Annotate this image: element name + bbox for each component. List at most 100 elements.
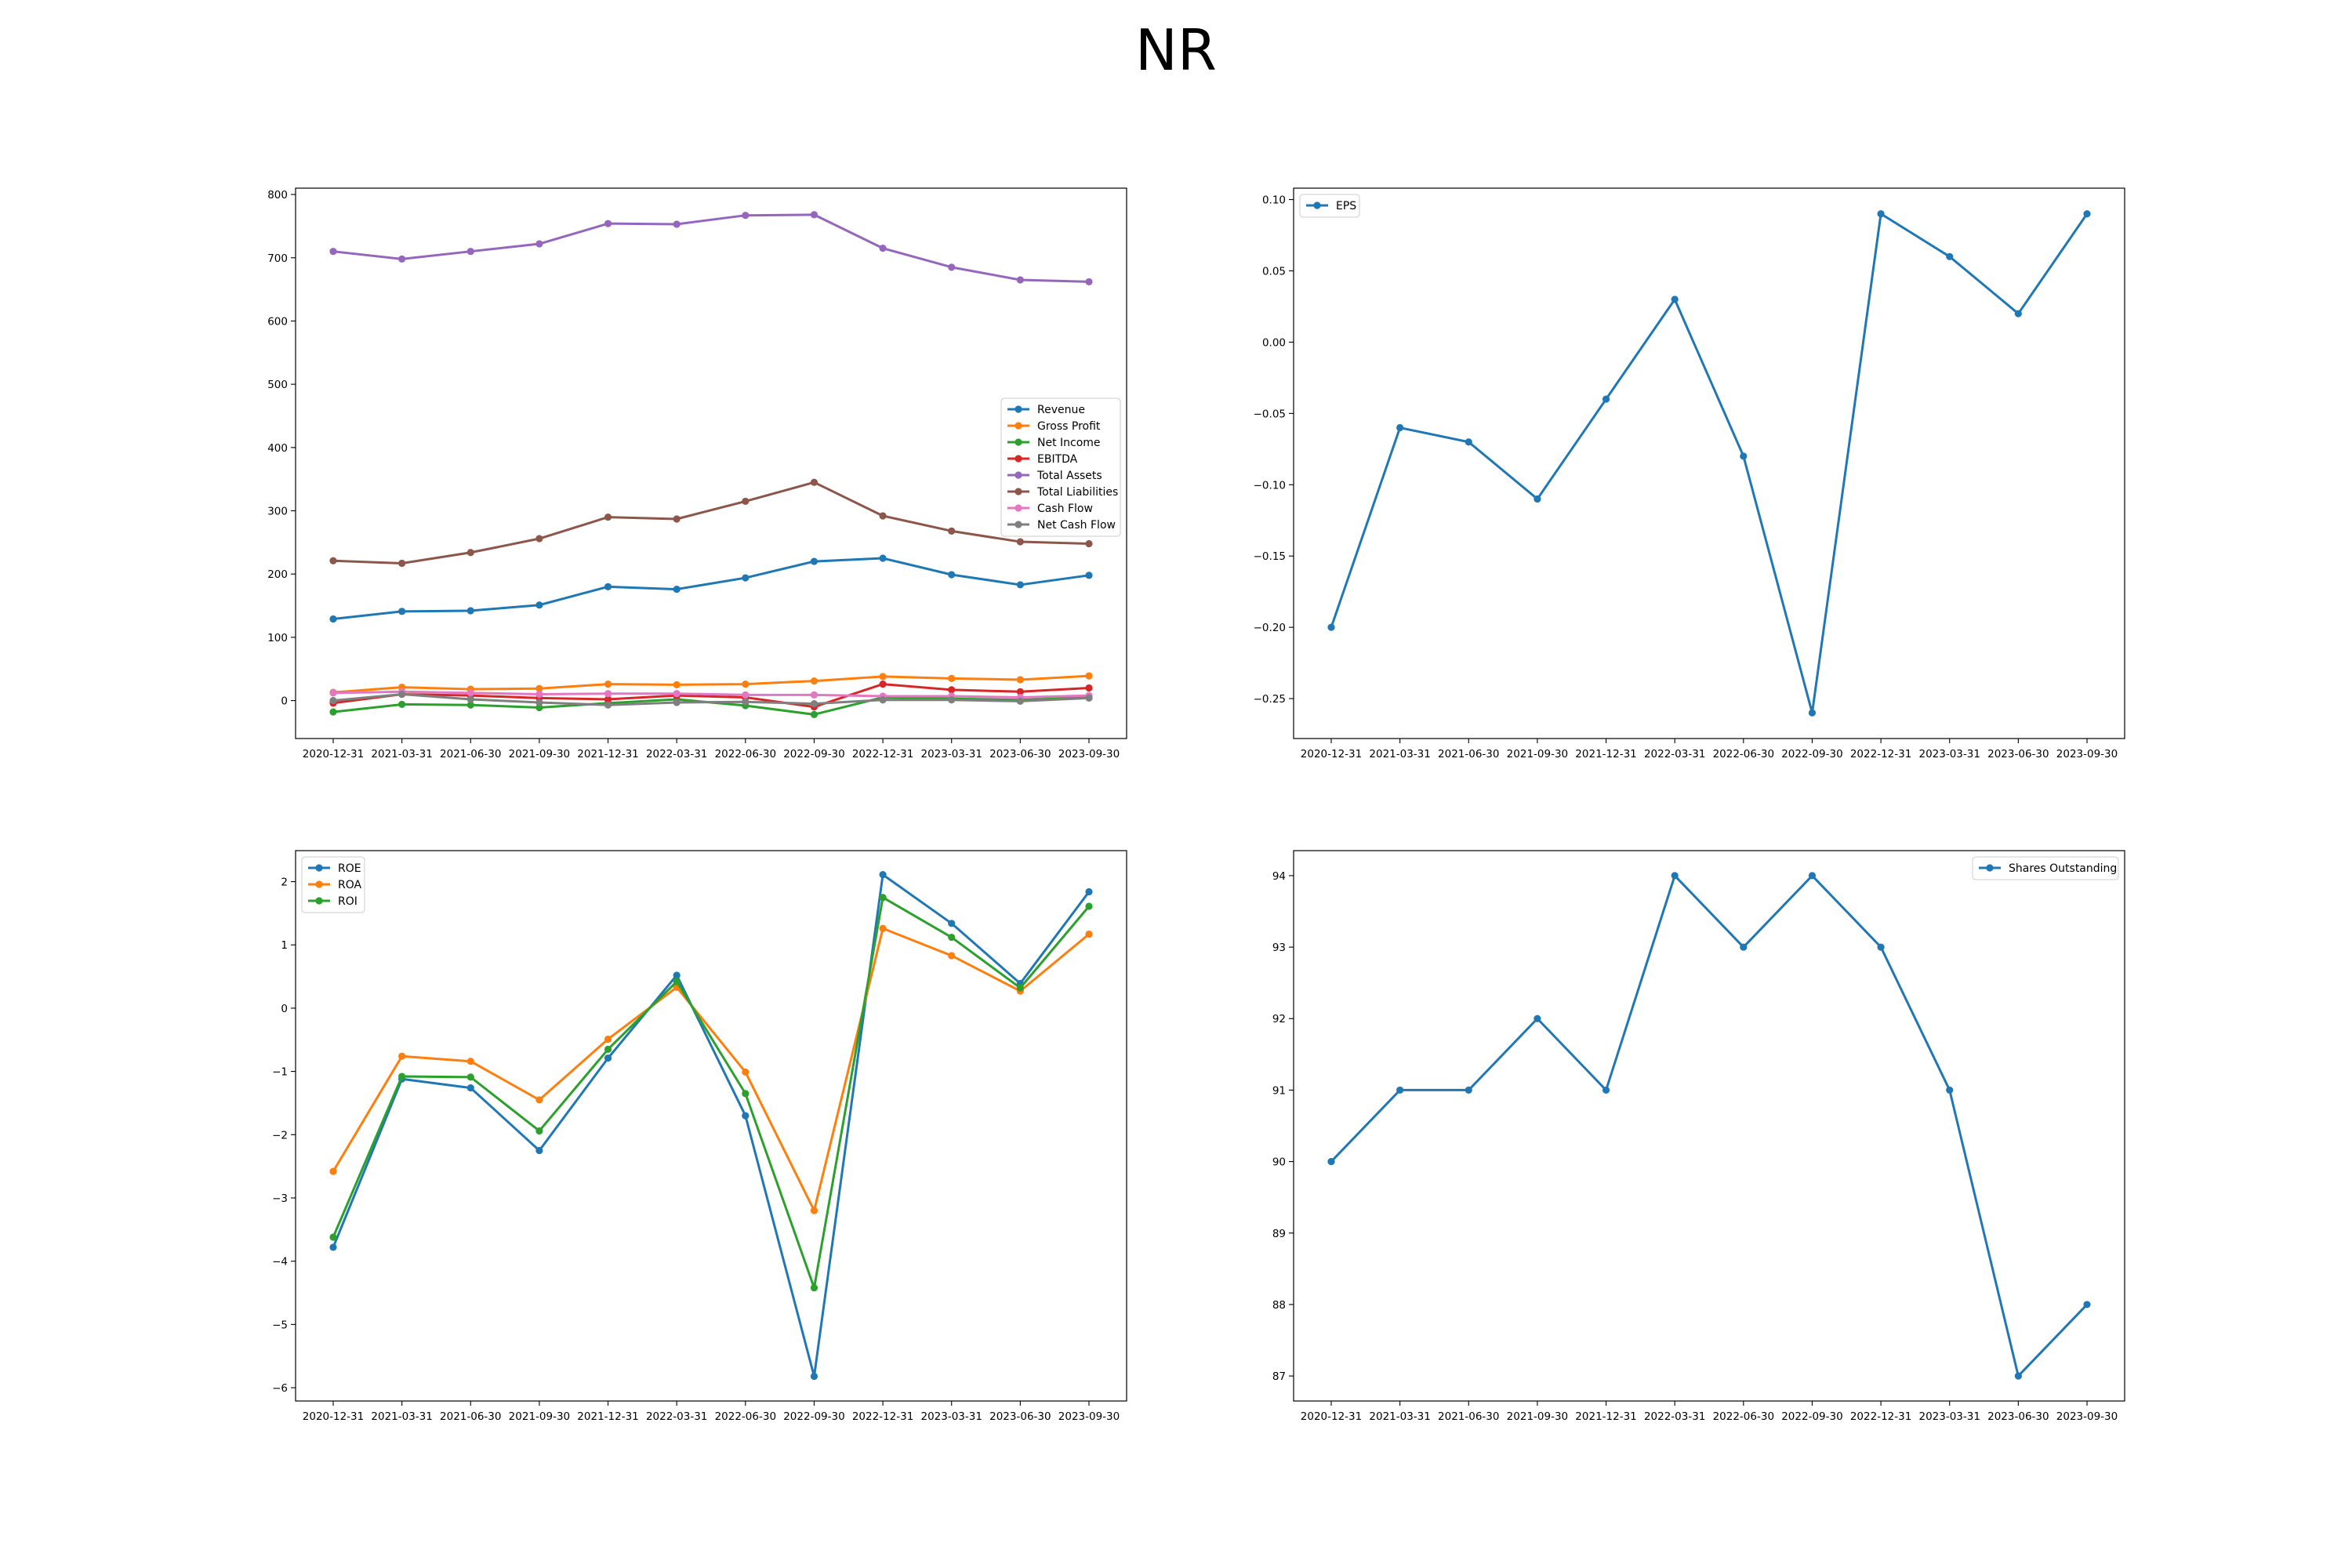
x-tick-label: 2020-12-31 [1301, 1410, 1362, 1423]
y-tick-label: 700 [267, 252, 288, 265]
data-point-roe [948, 920, 956, 927]
x-tick-label: 2023-03-31 [1918, 1410, 1980, 1423]
y-tick-label: 0.10 [1262, 194, 1286, 207]
data-point-roa [948, 952, 956, 960]
y-tick-label: 300 [267, 506, 288, 518]
data-point-cash-flow [742, 691, 750, 699]
legend-box [1299, 194, 1360, 218]
data-point-gross-profit [879, 673, 887, 681]
y-tick-label: −1 [272, 1066, 288, 1079]
data-point-gross-profit [742, 681, 750, 688]
y-tick-label: −0.20 [1254, 622, 1286, 634]
data-point-roi [329, 1233, 337, 1241]
data-point-shares-outstanding [1808, 872, 1817, 880]
data-point-shares-outstanding [1327, 1157, 1335, 1166]
x-tick-label: 2021-09-30 [509, 748, 570, 760]
returns-panel: 2020-12-31 2021-03-31 2021-06-30 2021-09-30… [272, 850, 1127, 1423]
data-point-revenue [879, 554, 887, 562]
data-point-revenue [329, 615, 337, 623]
legend-marker-cash-flow [1014, 504, 1022, 512]
y-tick-label: 2 [281, 877, 288, 889]
x-tick-label: 2023-06-30 [989, 748, 1051, 760]
data-point-total-liabilities [1085, 539, 1093, 548]
data-point-net-cash-flow [1016, 697, 1024, 705]
x-tick-label: 2023-09-30 [2056, 1410, 2118, 1423]
data-point-roa [1085, 930, 1093, 938]
data-point-revenue [673, 585, 681, 593]
series-line-shares-outstanding [1330, 874, 2089, 1377]
data-point-net-cash-flow [673, 699, 681, 706]
y-tick-label: −0.05 [1254, 408, 1286, 420]
x-tick-label: 2021-09-30 [1507, 1410, 1568, 1423]
legend: EPS [1299, 194, 1360, 218]
data-point-roi [604, 1045, 612, 1053]
data-point-net-income [329, 708, 337, 716]
data-point-net-cash-flow [879, 696, 887, 704]
data-point-roe [466, 1083, 474, 1092]
data-point-roa [329, 1167, 337, 1175]
eps-panel: 2020-12-31 2021-03-31 2021-06-30 2021-09-30… [1254, 187, 2125, 760]
series-line-roi [332, 896, 1091, 1290]
data-point-ebitda [1085, 684, 1093, 692]
data-point-revenue [742, 574, 750, 582]
data-point-roi [398, 1073, 406, 1080]
legend-label-roa: ROA [338, 879, 362, 891]
data-point-total-liabilities [535, 535, 543, 543]
series-line-roe [332, 873, 1091, 1378]
data-point-net-cash-flow [742, 698, 750, 706]
data-point-eps [1602, 395, 1610, 403]
data-point-net-cash-flow [535, 699, 543, 706]
x-tick-label: 2022-03-31 [646, 748, 707, 760]
legend-label-roi: ROI [338, 895, 358, 908]
x-tick-label: 2021-06-30 [1438, 748, 1499, 760]
y-tick-label: −6 [272, 1382, 288, 1395]
data-point-shares-outstanding [1946, 1086, 1954, 1094]
y-tick-label: 800 [267, 189, 288, 201]
x-tick-label: 2021-03-31 [371, 748, 432, 760]
data-point-net-cash-flow [466, 695, 474, 703]
x-tick-label: 2022-03-31 [1644, 1410, 1705, 1423]
data-point-eps [1534, 495, 1541, 503]
legend-marker-roa [315, 880, 323, 888]
data-point-gross-profit [948, 674, 956, 682]
data-point-roe [742, 1112, 750, 1120]
series-line-ebitda [332, 683, 1090, 709]
legend-box [1972, 856, 2119, 880]
y-tick-label: 92 [1272, 1013, 1286, 1025]
data-point-total-liabilities [879, 512, 887, 520]
legend: Shares Outstanding [1972, 856, 2119, 880]
x-tick-label: 2021-03-31 [371, 1410, 432, 1423]
x-tick-label: 2022-09-30 [783, 748, 844, 760]
y-tick-label: 1 [281, 939, 288, 952]
data-point-eps [1396, 423, 1404, 432]
x-tick-label: 2022-03-31 [646, 1410, 707, 1423]
data-point-revenue [948, 571, 956, 579]
x-tick-label: 2023-06-30 [1987, 1410, 2049, 1423]
data-point-roe [1085, 887, 1093, 896]
y-tick-label: −4 [272, 1256, 288, 1269]
series-line-cash-flow [332, 690, 1090, 699]
series-line-gross-profit [332, 674, 1090, 694]
data-point-roi [810, 1283, 818, 1292]
data-point-ebitda [879, 681, 887, 688]
data-point-total-assets [1016, 276, 1024, 284]
data-point-total-assets [398, 255, 406, 263]
series-line-revenue [332, 557, 1090, 620]
data-point-net-income [535, 703, 543, 712]
legend: Revenue Gross Profit Net Income EBITDA Total… [1000, 397, 1121, 537]
data-point-cash-flow [535, 690, 543, 699]
x-tick-label: 2022-12-31 [852, 1410, 913, 1423]
legend: ROE ROA ROI [301, 856, 365, 913]
x-tick-label: 2021-06-30 [440, 1410, 501, 1423]
data-point-roa [466, 1058, 474, 1065]
x-tick-label: 2021-12-31 [577, 748, 638, 760]
x-tick-label: 2021-03-31 [1369, 1410, 1430, 1423]
data-point-net-cash-flow [1085, 694, 1093, 702]
x-tick-label: 2023-03-31 [1918, 748, 1980, 760]
series-line-roa [332, 927, 1090, 1212]
data-point-roa [810, 1207, 818, 1214]
legend-marker-revenue [1014, 405, 1022, 413]
x-tick-label: 2022-09-30 [783, 1410, 844, 1423]
data-point-shares-outstanding [1534, 1014, 1541, 1022]
